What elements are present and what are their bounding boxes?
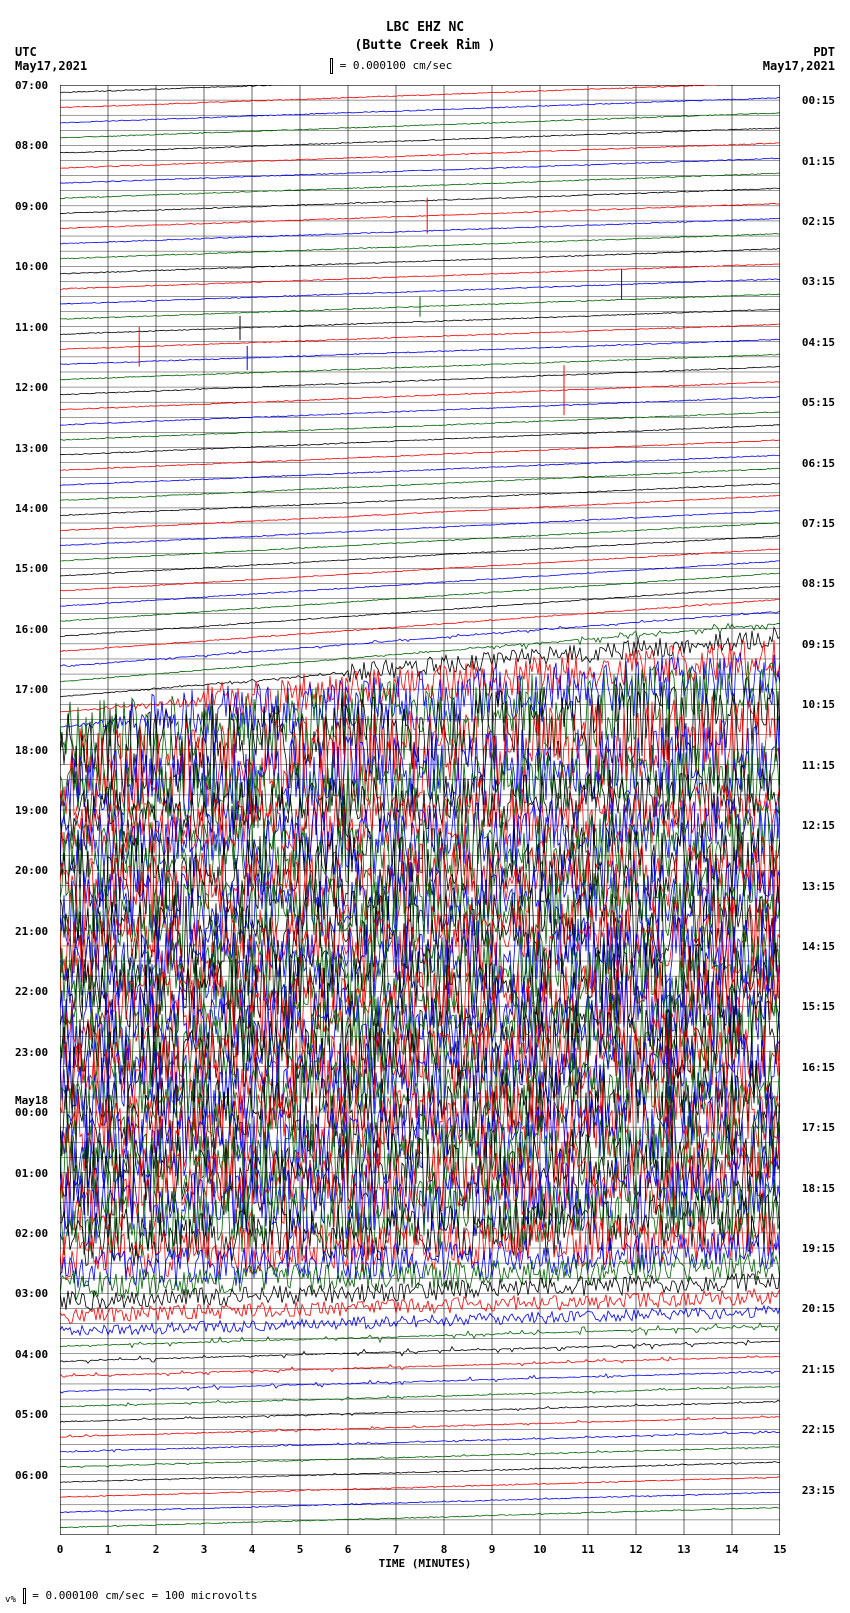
x-tick-label: 5: [297, 1543, 304, 1556]
right-time-label: 05:15: [802, 396, 835, 409]
right-time-label: 06:15: [802, 457, 835, 470]
left-time-label: 22:00: [15, 985, 48, 998]
left-time-label: 21:00: [15, 925, 48, 938]
timezone-right: PDT May17,2021: [763, 45, 835, 73]
right-time-label: 17:15: [802, 1121, 835, 1134]
x-tick-label: 3: [201, 1543, 208, 1556]
right-time-label: 19:15: [802, 1242, 835, 1255]
left-time-label: 06:00: [15, 1469, 48, 1482]
helicorder-container: LBC EHZ NC (Butte Creek Rim ) = 0.000100…: [0, 0, 850, 1613]
x-tick-label: 9: [489, 1543, 496, 1556]
left-time-label: 05:00: [15, 1408, 48, 1421]
left-time-label: 16:00: [15, 623, 48, 636]
right-time-label: 02:15: [802, 215, 835, 228]
right-time-label: 23:15: [802, 1484, 835, 1497]
right-time-label: 08:15: [802, 577, 835, 590]
left-time-label: 03:00: [15, 1287, 48, 1300]
x-tick-label: 14: [725, 1543, 738, 1556]
x-tick-label: 12: [629, 1543, 642, 1556]
left-time-label: 14:00: [15, 502, 48, 515]
right-time-label: 14:15: [802, 940, 835, 953]
tz-left-date: May17,2021: [15, 59, 87, 73]
right-time-label: 10:15: [802, 698, 835, 711]
left-time-label: 07:00: [15, 79, 48, 92]
left-time-label: 04:00: [15, 1348, 48, 1361]
left-time-label: 23:00: [15, 1046, 48, 1059]
left-time-label: 09:00: [15, 200, 48, 213]
footer-text: = 0.000100 cm/sec = 100 microvolts: [32, 1589, 257, 1602]
right-time-label: 15:15: [802, 1000, 835, 1013]
station-name: (Butte Creek Rim ): [0, 38, 850, 53]
x-tick-label: 2: [153, 1543, 160, 1556]
left-time-label: 12:00: [15, 381, 48, 394]
right-time-label: 22:15: [802, 1423, 835, 1436]
tz-right-date: May17,2021: [763, 59, 835, 73]
right-time-label: 07:15: [802, 517, 835, 530]
x-tick-label: 4: [249, 1543, 256, 1556]
left-time-label: 18:00: [15, 744, 48, 757]
right-time-label: 20:15: [802, 1302, 835, 1315]
x-axis-title: TIME (MINUTES): [379, 1557, 472, 1570]
x-tick-label: 11: [581, 1543, 594, 1556]
left-time-label: May18: [15, 1094, 48, 1107]
left-time-label: 17:00: [15, 683, 48, 696]
right-time-label: 03:15: [802, 275, 835, 288]
x-tick-label: 13: [677, 1543, 690, 1556]
right-time-label: 09:15: [802, 638, 835, 651]
x-tick-label: 15: [773, 1543, 786, 1556]
right-time-label: 04:15: [802, 336, 835, 349]
left-time-label: 10:00: [15, 260, 48, 273]
timezone-left: UTC May17,2021: [15, 45, 87, 73]
x-tick-label: 10: [533, 1543, 546, 1556]
right-time-label: 00:15: [802, 94, 835, 107]
left-time-label: 01:00: [15, 1167, 48, 1180]
station-code: LBC EHZ NC: [0, 20, 850, 35]
tz-right-tz: PDT: [763, 45, 835, 59]
scale-bar-icon: [330, 58, 333, 74]
left-time-label: 02:00: [15, 1227, 48, 1240]
right-time-label: 21:15: [802, 1363, 835, 1376]
left-time-label: 00:00: [15, 1106, 48, 1119]
x-tick-label: 1: [105, 1543, 112, 1556]
left-time-label: 13:00: [15, 442, 48, 455]
scale-indicator: = 0.000100 cm/sec: [330, 58, 452, 74]
scale-text: = 0.000100 cm/sec: [340, 59, 453, 72]
x-tick-label: 0: [57, 1543, 64, 1556]
right-time-label: 11:15: [802, 759, 835, 772]
x-tick-label: 6: [345, 1543, 352, 1556]
left-time-label: 19:00: [15, 804, 48, 817]
right-time-label: 12:15: [802, 819, 835, 832]
right-time-label: 01:15: [802, 155, 835, 168]
helicorder-plot: [60, 85, 780, 1535]
tz-left-tz: UTC: [15, 45, 87, 59]
right-time-label: 18:15: [802, 1182, 835, 1195]
left-time-label: 08:00: [15, 139, 48, 152]
footer-scale-bar-icon: [23, 1588, 26, 1604]
right-time-label: 16:15: [802, 1061, 835, 1074]
left-time-label: 11:00: [15, 321, 48, 334]
x-tick-label: 7: [393, 1543, 400, 1556]
left-time-label: 15:00: [15, 562, 48, 575]
right-time-label: 13:15: [802, 880, 835, 893]
x-tick-label: 8: [441, 1543, 448, 1556]
footer-scale: v% = 0.000100 cm/sec = 100 microvolts: [5, 1588, 257, 1605]
left-time-label: 20:00: [15, 864, 48, 877]
